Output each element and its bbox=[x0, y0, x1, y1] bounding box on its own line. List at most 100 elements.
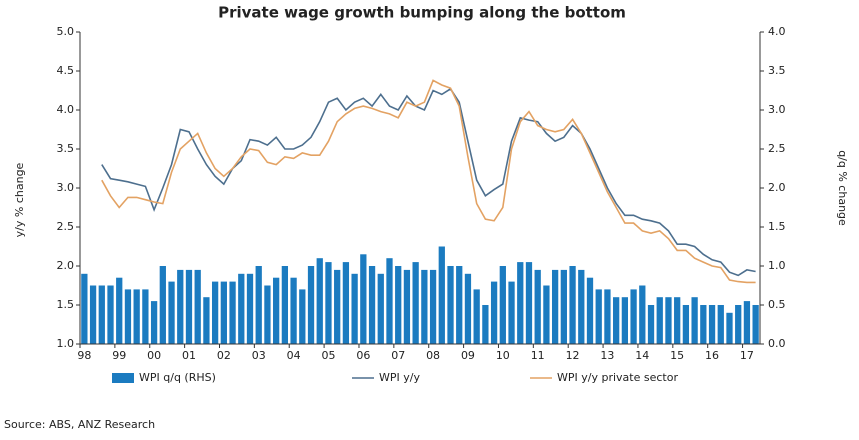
bar bbox=[569, 266, 576, 344]
bar bbox=[525, 262, 533, 344]
bar bbox=[211, 281, 219, 344]
bar bbox=[290, 277, 297, 344]
bar bbox=[508, 281, 515, 344]
x-tick-label: 03 bbox=[252, 349, 266, 362]
bar bbox=[194, 269, 201, 344]
bar bbox=[473, 289, 480, 344]
bar bbox=[735, 305, 742, 344]
x-tick-label: 04 bbox=[287, 349, 301, 362]
bar bbox=[377, 273, 384, 344]
bar bbox=[743, 301, 751, 344]
legend-label: WPI y/y bbox=[379, 371, 420, 384]
bar bbox=[307, 266, 315, 344]
y-tick-label: 3.5 bbox=[57, 142, 75, 155]
line bbox=[101, 87, 756, 277]
y-tick-label: 1.0 bbox=[57, 337, 75, 350]
y2-tick-label: 2.0 bbox=[768, 181, 786, 194]
bar bbox=[98, 285, 105, 344]
bar bbox=[595, 289, 602, 344]
x-tick-label: 15 bbox=[670, 349, 684, 362]
bar bbox=[116, 277, 123, 344]
bar bbox=[107, 285, 114, 344]
x-tick-label: 98 bbox=[77, 349, 91, 362]
x-tick-label: 07 bbox=[391, 349, 405, 362]
bar bbox=[691, 297, 698, 344]
bar bbox=[621, 297, 629, 344]
bar bbox=[264, 285, 271, 344]
line bbox=[101, 79, 756, 284]
bar bbox=[168, 281, 175, 344]
bar bbox=[124, 289, 132, 344]
x-tick-label: 09 bbox=[461, 349, 475, 362]
bar bbox=[700, 305, 707, 344]
bar bbox=[203, 297, 210, 344]
legend-swatch bbox=[112, 373, 134, 383]
x-tick-label: 99 bbox=[112, 349, 126, 362]
bar bbox=[177, 269, 184, 344]
bar bbox=[534, 269, 541, 344]
bar bbox=[316, 258, 323, 344]
bar bbox=[482, 305, 489, 344]
x-tick-label: 13 bbox=[600, 349, 614, 362]
bar bbox=[499, 266, 506, 344]
y2-tick-label: 1.5 bbox=[768, 220, 786, 233]
y2-tick-label: 0.5 bbox=[768, 298, 786, 311]
bar bbox=[560, 269, 567, 344]
bar bbox=[429, 269, 437, 344]
bar bbox=[517, 262, 524, 344]
bar bbox=[656, 297, 663, 344]
x-tick-label: 16 bbox=[705, 349, 719, 362]
bar bbox=[281, 266, 289, 344]
x-tick-label: 11 bbox=[531, 349, 545, 362]
bar bbox=[639, 285, 646, 344]
bar bbox=[412, 262, 419, 344]
bar bbox=[613, 297, 620, 344]
source-note: Source: ABS, ANZ Research bbox=[4, 418, 155, 431]
y2-tick-label: 2.5 bbox=[768, 142, 786, 155]
legend-label: WPI y/y private sector bbox=[557, 371, 678, 384]
bar bbox=[438, 246, 445, 344]
y2-tick-label: 1.0 bbox=[768, 259, 786, 272]
bar bbox=[717, 305, 724, 344]
bar bbox=[674, 297, 681, 344]
bar bbox=[551, 269, 559, 344]
bar bbox=[150, 301, 158, 344]
bar bbox=[220, 281, 227, 344]
bar bbox=[246, 273, 254, 344]
y2-axis-label: q/q % change bbox=[836, 150, 849, 226]
y-tick-label: 4.0 bbox=[57, 103, 75, 116]
bar bbox=[255, 266, 262, 344]
x-tick-label: 08 bbox=[426, 349, 440, 362]
bar bbox=[185, 269, 193, 344]
bar bbox=[334, 269, 341, 344]
x-tick-label: 05 bbox=[321, 349, 335, 362]
bar bbox=[325, 262, 332, 344]
x-tick-label: 10 bbox=[496, 349, 510, 362]
bar bbox=[238, 273, 245, 344]
bar bbox=[368, 266, 376, 344]
y-tick-label: 4.5 bbox=[57, 64, 75, 77]
bar bbox=[543, 285, 550, 344]
x-tick-label: 01 bbox=[182, 349, 196, 362]
bar bbox=[630, 289, 637, 344]
y-tick-label: 2.0 bbox=[57, 259, 75, 272]
bar bbox=[89, 285, 97, 344]
legend-label: WPI q/q (RHS) bbox=[139, 371, 216, 384]
bar bbox=[133, 289, 140, 344]
y2-tick-label: 3.0 bbox=[768, 103, 786, 116]
bar bbox=[273, 277, 280, 344]
bar bbox=[447, 266, 454, 344]
x-tick-label: 14 bbox=[635, 349, 649, 362]
bar bbox=[403, 269, 411, 344]
x-tick-label: 02 bbox=[217, 349, 231, 362]
bar bbox=[386, 258, 393, 344]
y2-tick-label: 0.0 bbox=[768, 337, 786, 350]
bar bbox=[299, 289, 306, 344]
y-tick-label: 3.0 bbox=[57, 181, 75, 194]
bar bbox=[351, 273, 358, 344]
bar bbox=[682, 305, 690, 344]
bar bbox=[342, 262, 350, 344]
y-tick-label: 2.5 bbox=[57, 220, 75, 233]
x-tick-label: 00 bbox=[147, 349, 161, 362]
